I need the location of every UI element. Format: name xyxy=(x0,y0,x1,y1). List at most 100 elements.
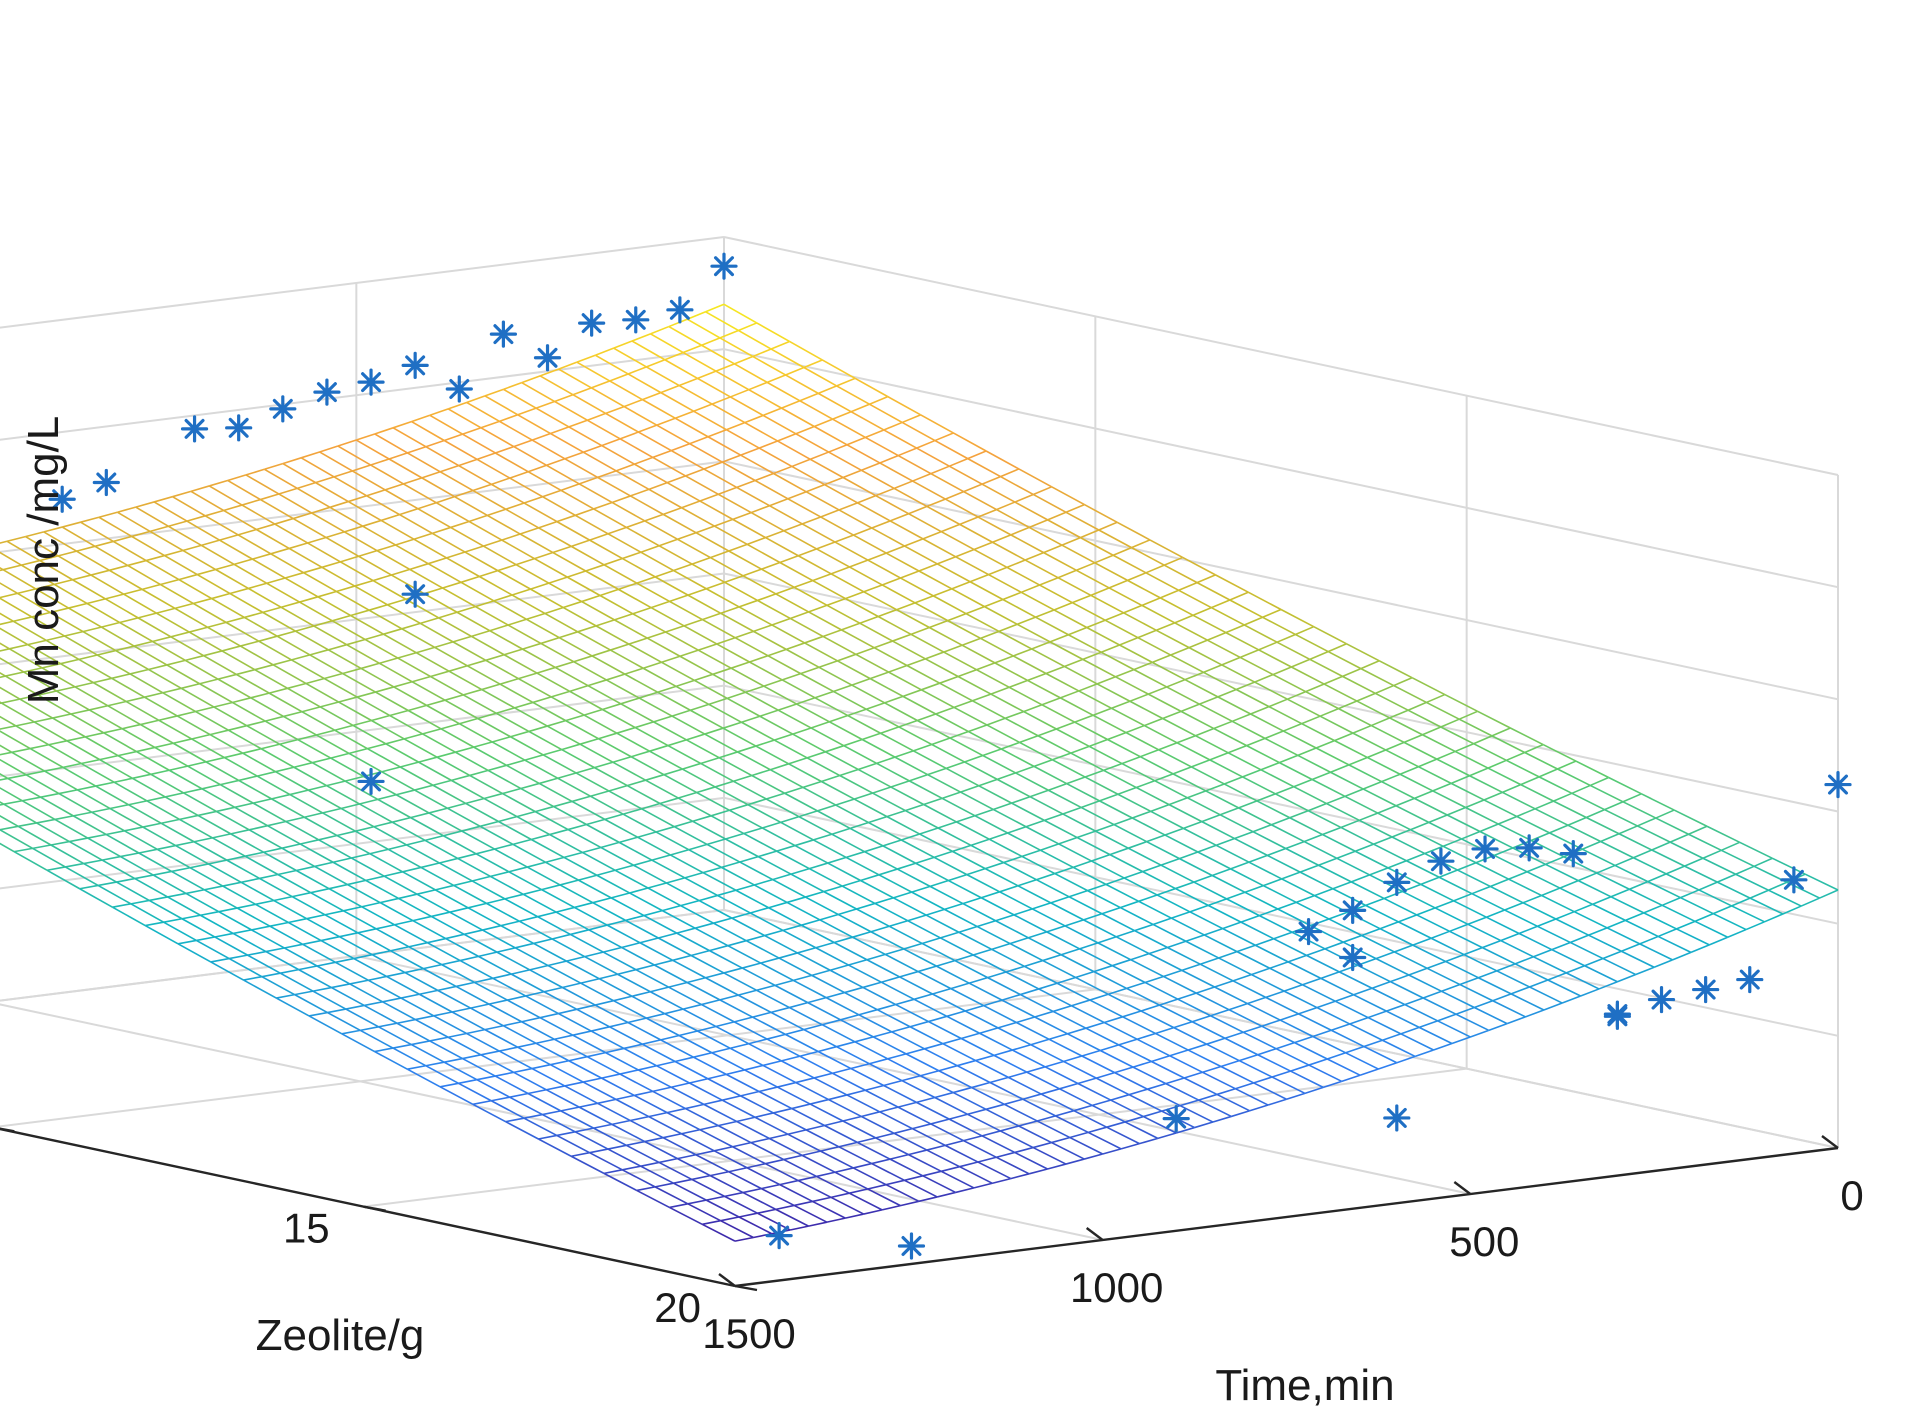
mesh-segment xyxy=(1279,761,1313,781)
mesh-segment xyxy=(1016,623,1051,643)
mesh-segment xyxy=(1227,744,1247,754)
mesh-segment xyxy=(519,915,538,922)
mesh-segment xyxy=(101,859,136,880)
mesh-segment xyxy=(475,853,510,873)
mesh-segment xyxy=(1138,900,1172,919)
mesh-segment xyxy=(1024,559,1059,579)
mesh-segment xyxy=(1040,849,1074,869)
mesh-segment xyxy=(1031,641,1051,650)
mesh-segment xyxy=(644,1136,664,1143)
mesh-segment xyxy=(1103,762,1123,772)
mesh-segment xyxy=(1265,990,1285,999)
mesh-segment xyxy=(1154,773,1174,782)
mesh-segment xyxy=(1008,1071,1027,1079)
mesh-segment xyxy=(638,431,672,452)
mesh-segment xyxy=(793,974,812,982)
mesh-segment xyxy=(915,862,949,882)
mesh-segment xyxy=(419,989,438,996)
mesh-segment xyxy=(681,768,716,788)
mesh-segment xyxy=(161,818,180,825)
mesh-segment xyxy=(658,545,693,565)
mesh-segment xyxy=(678,1034,713,1054)
mesh-segment xyxy=(685,739,720,759)
mesh-segment xyxy=(62,762,82,769)
mesh-segment xyxy=(1804,873,1839,891)
mesh-segment xyxy=(278,493,312,514)
mesh-segment xyxy=(682,344,702,354)
mesh-segment xyxy=(1252,824,1272,833)
mesh-segment xyxy=(774,979,794,987)
mesh-segment xyxy=(884,695,904,704)
mesh-segment xyxy=(515,942,534,949)
mesh-segment xyxy=(432,784,467,805)
mesh-segment xyxy=(1469,775,1503,794)
mesh-segment xyxy=(916,1096,936,1104)
mesh-segment xyxy=(294,993,328,1014)
mesh-segment xyxy=(973,1182,993,1189)
mesh-segment xyxy=(970,838,990,847)
mesh-segment xyxy=(545,856,565,864)
mesh-segment xyxy=(300,839,319,845)
mesh-segment xyxy=(1492,1000,1526,1018)
mesh-segment xyxy=(470,1003,490,1009)
mesh-segment xyxy=(1085,1021,1105,1029)
mesh-segment xyxy=(468,520,503,541)
mesh-segment xyxy=(1176,742,1211,761)
mesh-segment xyxy=(768,901,788,909)
data-point-marker xyxy=(357,767,385,796)
mesh-segment xyxy=(446,557,480,578)
mesh-segment xyxy=(870,931,905,950)
mesh-segment xyxy=(353,957,387,978)
mesh-segment xyxy=(1056,982,1091,1001)
mesh-segment xyxy=(588,924,608,931)
mesh-segment xyxy=(1383,890,1403,900)
mesh-segment xyxy=(619,438,654,459)
mesh-segment xyxy=(699,1124,719,1131)
data-point-marker xyxy=(1692,975,1720,1004)
mesh-segment xyxy=(1434,900,1454,909)
mesh-segment xyxy=(1016,1021,1050,1040)
mesh-segment xyxy=(437,989,471,1009)
mesh-segment xyxy=(360,662,380,670)
mesh-segment xyxy=(1111,707,1145,727)
mesh-segment xyxy=(1058,843,1092,862)
mesh-segment xyxy=(835,804,869,824)
mesh-segment xyxy=(618,588,652,609)
mesh-segment xyxy=(568,426,603,447)
mesh-segment xyxy=(754,479,789,500)
mesh-segment xyxy=(191,738,225,759)
mesh-segment xyxy=(710,1170,729,1177)
mesh-segment xyxy=(1207,631,1227,641)
mesh-segment xyxy=(618,582,638,591)
mesh-segment xyxy=(649,991,684,1010)
mesh-segment xyxy=(1529,979,1549,988)
mesh-segment xyxy=(668,325,703,346)
mesh-segment xyxy=(970,844,1004,864)
mesh-segment xyxy=(1160,589,1180,599)
mesh-segment xyxy=(868,815,888,824)
mesh-segment xyxy=(556,1134,590,1154)
mesh-segment xyxy=(1077,1082,1112,1101)
mesh-segment xyxy=(225,621,260,642)
mesh-segment xyxy=(429,408,449,417)
mesh-segment xyxy=(1565,972,1600,990)
mesh-segment xyxy=(264,715,284,722)
data-point-marker xyxy=(578,309,606,337)
mesh-segment xyxy=(797,946,817,954)
mesh-segment xyxy=(1084,503,1118,523)
mesh-segment xyxy=(661,909,696,929)
mesh-segment xyxy=(702,866,722,874)
mesh-segment xyxy=(1400,1033,1434,1051)
mesh-segment xyxy=(895,1003,929,1023)
mesh-segment xyxy=(461,830,495,850)
mesh-segment xyxy=(1231,713,1251,723)
mesh-segment xyxy=(831,827,851,835)
mesh-segment xyxy=(602,708,636,729)
mesh-segment xyxy=(1349,1023,1383,1041)
mesh-segment xyxy=(208,859,227,865)
mesh-segment xyxy=(336,585,355,593)
mesh-segment xyxy=(804,642,838,662)
mesh-segment xyxy=(634,1090,653,1097)
mesh-segment xyxy=(722,454,742,463)
mesh-segment xyxy=(0,642,10,650)
